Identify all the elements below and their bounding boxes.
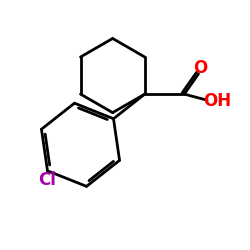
Text: OH: OH xyxy=(203,92,232,110)
Text: Cl: Cl xyxy=(38,171,56,189)
Text: O: O xyxy=(193,60,208,78)
